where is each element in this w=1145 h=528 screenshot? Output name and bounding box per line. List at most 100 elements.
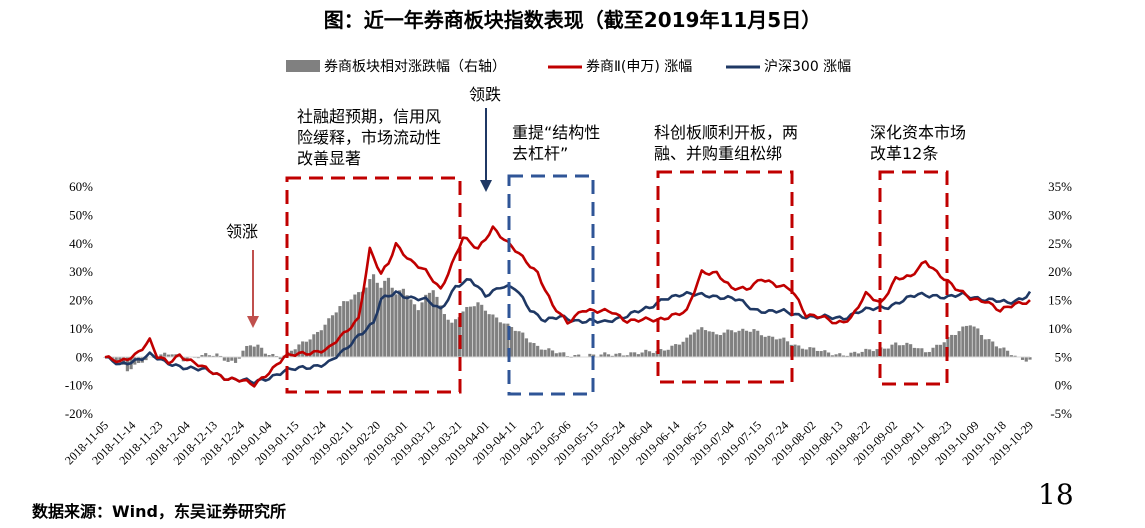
bar	[446, 319, 450, 358]
bar	[871, 351, 875, 358]
bar	[636, 354, 640, 358]
bar	[368, 279, 372, 358]
bar	[144, 357, 148, 361]
bar	[670, 345, 674, 358]
bar	[357, 292, 361, 358]
bar	[651, 352, 655, 358]
y-right-tick-label: 30%	[1048, 207, 1072, 222]
bar	[882, 348, 887, 358]
legend-hs300-label: 沪深300 涨幅	[764, 59, 851, 75]
legend-broker-label: 券商Ⅱ(申万) 涨幅	[586, 59, 692, 75]
bar	[625, 355, 629, 358]
y-left-tick-label: 0%	[76, 349, 94, 364]
bar	[838, 353, 842, 358]
box-social-financing	[285, 176, 462, 394]
bar	[841, 355, 846, 358]
bar	[674, 344, 678, 358]
bar	[849, 352, 853, 358]
bar	[965, 325, 969, 358]
bar	[759, 335, 764, 358]
bar	[927, 351, 931, 358]
box2-text-line2: 去杠杆”	[512, 144, 568, 163]
y-left-tick-label: 60%	[69, 179, 93, 194]
bar	[976, 328, 980, 358]
bar	[797, 345, 801, 358]
bar	[931, 347, 935, 358]
bar	[185, 357, 189, 360]
box-reform-12	[878, 170, 949, 386]
bar	[737, 330, 741, 358]
bar	[621, 355, 626, 358]
bar	[364, 287, 368, 358]
bar	[662, 350, 667, 358]
bar	[793, 344, 797, 358]
bar	[685, 337, 689, 358]
bar	[536, 345, 540, 358]
bar	[744, 330, 749, 358]
bar	[972, 326, 976, 358]
bar	[427, 292, 432, 358]
y-axis-left: 60% 50% 40% 30% 20% 10% 0% -10% -20%	[65, 179, 93, 421]
bar	[424, 294, 428, 358]
bar	[823, 350, 827, 358]
bar	[953, 335, 957, 358]
bar	[756, 330, 760, 358]
bar	[204, 353, 208, 358]
bar	[334, 312, 338, 358]
box1-text-line3: 改善显著	[297, 149, 361, 168]
box3-text-line1: 科创板顺利开板，两	[654, 123, 798, 142]
bar	[700, 327, 704, 358]
bar	[465, 306, 469, 358]
y-left-tick-label: 40%	[69, 236, 93, 251]
bar	[886, 348, 890, 358]
bar	[551, 350, 555, 358]
page-number: 18	[1038, 478, 1074, 511]
bar	[588, 353, 592, 358]
bar	[114, 357, 118, 361]
bar	[659, 349, 663, 358]
box4-text-line2: 改革12条	[870, 144, 938, 163]
bar	[819, 351, 823, 358]
box-deleveraging	[507, 174, 595, 396]
legend-bars-swatch	[286, 60, 320, 72]
bar	[912, 347, 916, 358]
bar	[256, 344, 260, 358]
bar	[730, 330, 734, 358]
bar	[308, 339, 312, 358]
bar	[379, 287, 383, 358]
bar	[689, 334, 693, 358]
bar	[618, 353, 622, 358]
bar	[342, 301, 346, 358]
bar	[532, 343, 536, 358]
bar	[715, 334, 719, 358]
y-right-tick-label: 0%	[1055, 378, 1073, 393]
bar	[439, 305, 443, 358]
chart-title: 图：近一年券商板块指数表现（截至2019年11月5日）	[323, 8, 822, 32]
bar	[703, 330, 708, 358]
bar	[383, 280, 387, 358]
bar	[562, 352, 566, 358]
bar	[386, 277, 391, 358]
bar	[260, 347, 264, 358]
bar	[778, 338, 782, 358]
bar	[961, 326, 965, 358]
bar	[230, 357, 234, 361]
bar	[241, 350, 245, 358]
y-left-tick-label: 20%	[69, 293, 93, 308]
bar	[524, 338, 529, 358]
box4-text-line1: 深化资本市场	[870, 123, 966, 142]
bar	[170, 354, 174, 358]
bar	[118, 357, 122, 362]
bar	[487, 314, 491, 358]
bar	[543, 349, 547, 358]
bar	[629, 352, 633, 358]
y-right-tick-label: 5%	[1055, 349, 1073, 364]
bar	[991, 341, 995, 358]
bar	[338, 306, 342, 358]
bar	[942, 342, 946, 358]
bar	[711, 331, 715, 358]
bar	[827, 352, 831, 358]
bar	[800, 348, 805, 358]
bar	[353, 294, 357, 358]
